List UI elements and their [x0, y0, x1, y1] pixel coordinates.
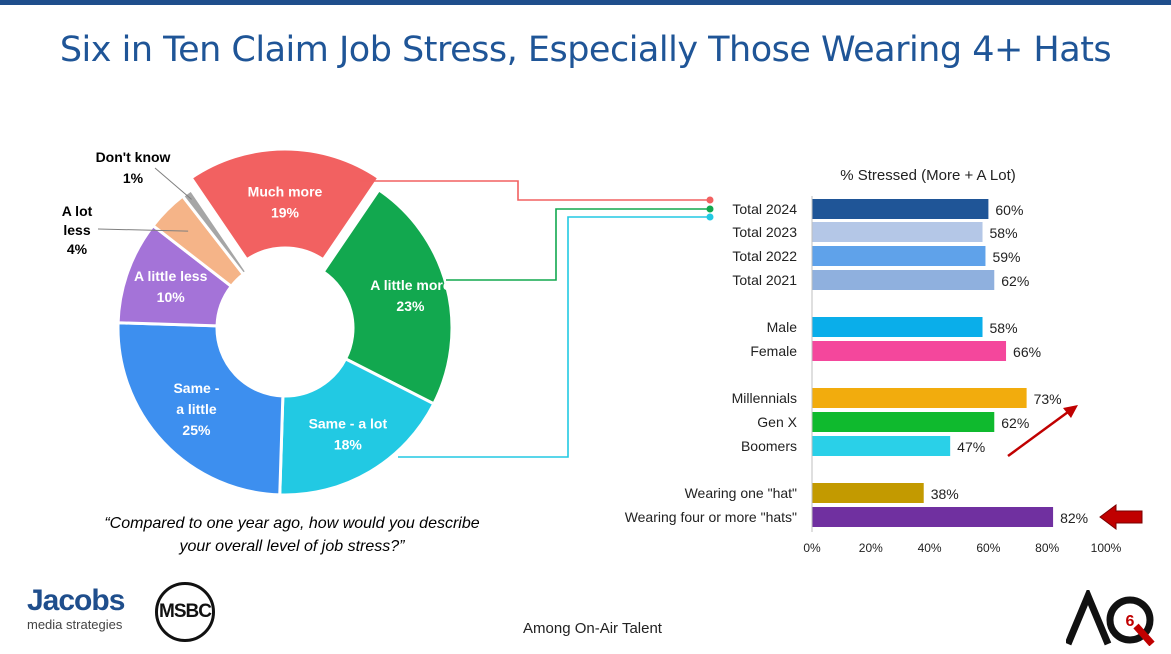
donut-slice-much-more — [189, 147, 381, 262]
bar-label-male: Male — [767, 319, 798, 335]
bar-gen-x — [812, 412, 995, 432]
bar-value-gen-x: 62% — [1001, 415, 1029, 431]
connector-same-a-lot-dot — [706, 213, 714, 221]
bar-label-total-2021: Total 2021 — [732, 272, 797, 288]
donut-slice-same-a-little — [116, 321, 285, 497]
x-tick-0: 0% — [803, 541, 821, 555]
donut-label-a-lot-less-0: A lot — [62, 203, 93, 219]
donut-labels: Much more 19% A little more 23% Same - a lot… — [62, 149, 451, 452]
x-tick-5: 100% — [1091, 541, 1122, 555]
donut-label-same-a-little-2: 25% — [182, 422, 211, 438]
bar-label-wearing-four-or-more-hats: Wearing four or more "hats" — [625, 509, 797, 525]
bar-value-millennials: 73% — [1034, 391, 1062, 407]
donut-label-same-a-lot-0: Same - a lot — [309, 415, 388, 431]
connector-a-little-more — [446, 208, 710, 281]
donut-label-a-little-less-1: 10% — [157, 289, 186, 305]
bar-total-2024 — [812, 199, 989, 219]
jacobs-logo-sub: media strategies — [27, 617, 123, 632]
leader-line-a-lot-less — [97, 228, 189, 232]
bar-label-boomers: Boomers — [741, 438, 797, 454]
donut-label-same-a-lot-1: 18% — [334, 436, 363, 452]
connector-much-more-dot — [706, 196, 714, 204]
donut-label-a-little-more-0: A little more — [370, 277, 451, 293]
bar-label-gen-x: Gen X — [757, 414, 797, 430]
connector-a-little-more-dot — [706, 205, 714, 213]
donut-label-a-little-more-1: 23% — [396, 298, 425, 314]
donut-label-much-more-1: 19% — [271, 205, 300, 221]
bar-label-wearing-one-hat: Wearing one "hat" — [685, 485, 797, 501]
donut-label-a-lot-less-2: 4% — [67, 241, 88, 257]
connector-much-more — [360, 180, 710, 201]
bar-female — [812, 341, 1007, 361]
bar-value-total-2022: 59% — [992, 249, 1020, 265]
x-tick-2: 40% — [918, 541, 942, 555]
bar-wearing-four-or-more-hats — [812, 507, 1054, 527]
donut-label-same-a-little-0: Same - — [173, 380, 219, 396]
slide-title: Six in Ten Claim Job Stress, Especially … — [59, 30, 1112, 70]
bar-chart: % Stressed (More + A Lot) Total 2024 60% To… — [625, 167, 1122, 555]
bar-wearing-one-hat — [812, 483, 924, 503]
donut-chart — [116, 147, 454, 497]
bar-label-female: Female — [750, 343, 797, 359]
donut-label-a-little-less-0: A little less — [134, 268, 208, 284]
jacobs-logo-name: Jacobs — [27, 584, 125, 617]
annotation-arrows — [1007, 405, 1143, 530]
bar-value-total-2023: 58% — [990, 225, 1018, 241]
top-rule — [0, 0, 1171, 5]
bar-value-total-2021: 62% — [1001, 273, 1029, 289]
jacobs-logo: Jacobs media strategies — [27, 584, 125, 632]
x-tick-1: 20% — [859, 541, 883, 555]
highlight-arrow — [1099, 504, 1143, 530]
aq-logo: 6 — [1066, 590, 1155, 646]
donut-label-dont-know-1: 1% — [123, 170, 144, 186]
donut-slice-same-a-lot — [278, 356, 436, 497]
bar-total-2023 — [812, 222, 983, 242]
base-note: Among On-Air Talent — [523, 620, 662, 637]
connector-lines — [360, 180, 714, 458]
bar-label-millennials: Millennials — [732, 390, 797, 406]
bar-male — [812, 317, 983, 337]
bar-label-total-2023: Total 2023 — [732, 224, 797, 240]
bar-value-female: 66% — [1013, 344, 1041, 360]
bar-value-boomers: 47% — [957, 439, 985, 455]
bar-value-total-2024: 60% — [995, 202, 1023, 218]
msbc-logo: MSBC — [155, 582, 215, 642]
bar-value-wearing-one-hat: 38% — [931, 486, 959, 502]
trend-arrow-shaft — [1007, 410, 1069, 458]
donut-slice-a-little-more — [321, 187, 454, 406]
x-tick-4: 80% — [1035, 541, 1059, 555]
bar-total-2021 — [812, 270, 995, 290]
connector-same-a-lot — [398, 216, 710, 458]
bar-value-wearing-four-or-more-hats: 82% — [1060, 510, 1088, 526]
donut-label-same-a-little-1: a little — [176, 401, 217, 417]
bar-label-total-2024: Total 2024 — [732, 201, 797, 217]
bar-millennials — [812, 388, 1027, 408]
donut-label-a-lot-less-1: less — [63, 222, 90, 238]
bar-boomers — [812, 436, 951, 456]
bar-value-male: 58% — [990, 320, 1018, 336]
bar-total-2022 — [812, 246, 986, 266]
aq-logo-number: 6 — [1126, 613, 1135, 630]
bar-chart-title: % Stressed (More + A Lot) — [840, 167, 1016, 184]
donut-label-much-more-0: Much more — [248, 184, 323, 200]
x-tick-3: 60% — [976, 541, 1000, 555]
survey-question: “Compared to one year ago, how would you… — [104, 515, 480, 555]
donut-label-dont-know-0: Don't know — [96, 149, 171, 165]
bar-label-total-2022: Total 2022 — [732, 248, 797, 264]
trend-arrow-head — [1063, 405, 1078, 418]
leader-line-dont-know — [154, 167, 192, 200]
